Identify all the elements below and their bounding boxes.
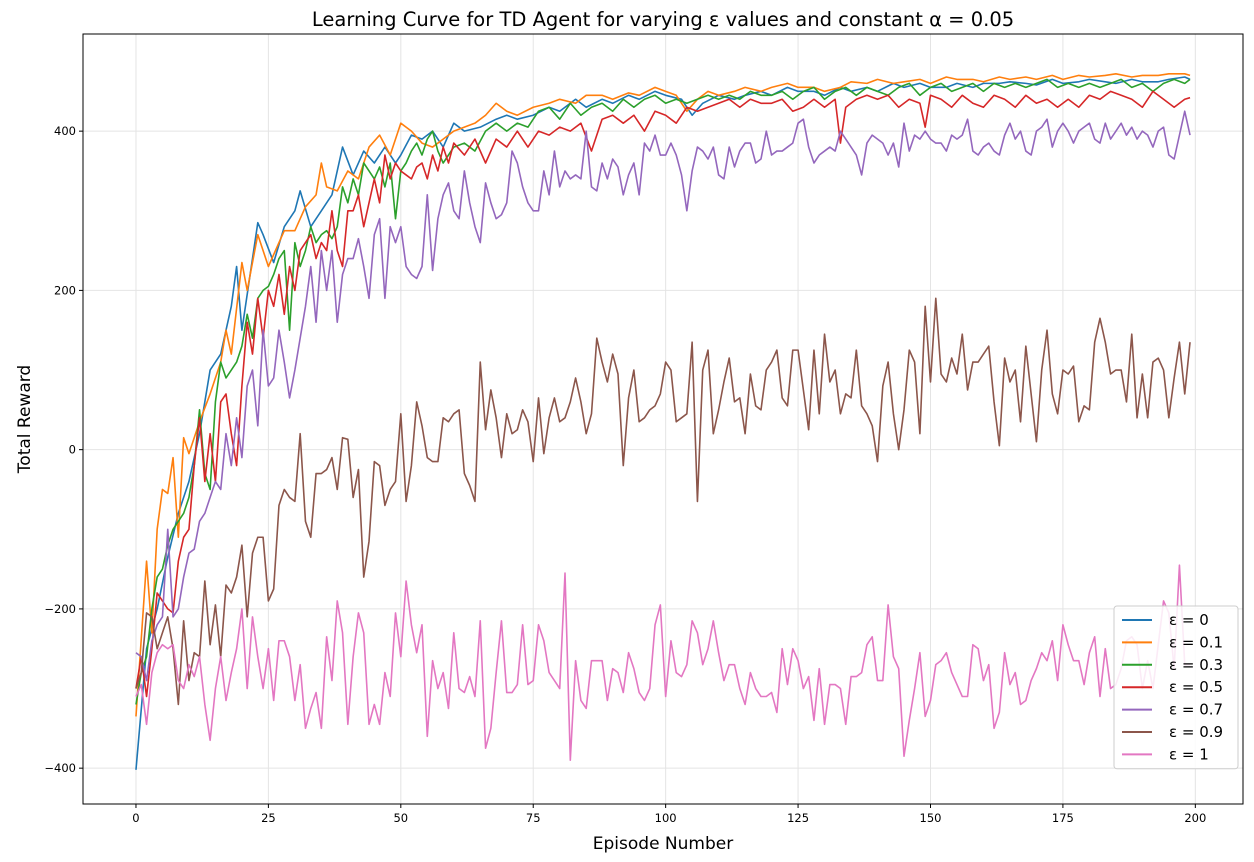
x-tick-label: 0 [132,811,139,825]
series-line [135,297,1191,706]
legend-label: ε = 0 [1169,611,1209,629]
legend-label: ε = 0.9 [1169,723,1223,741]
series-line [135,564,1191,761]
x-tick-label: 75 [526,811,541,825]
legend-label: ε = 0.1 [1169,633,1223,651]
axis-ticks: 0 25 50 75 100 125 150 175 200 −400 −200 0 200 400 [44,124,1206,825]
x-tick-label: 175 [1052,811,1074,825]
plot-frame [82,33,1244,805]
chart-title: Learning Curve for TD Agent for varying … [312,8,1014,31]
y-tick-label: 400 [54,124,76,138]
legend: ε = 0 ε = 0.1 ε = 0.3 ε = 0.5 ε = 0.7 ε = 0.9… [1113,605,1239,770]
x-tick-label: 125 [787,811,809,825]
y-tick-label: −400 [44,761,76,775]
x-tick-label: 50 [393,811,408,825]
x-tick-label: 150 [920,811,942,825]
x-tick-label: 100 [655,811,677,825]
series-line [135,73,1191,717]
y-tick-label: 0 [69,443,76,457]
x-tick-label: 25 [261,811,276,825]
y-tick-label: −200 [44,602,76,616]
series-line [135,78,1191,705]
legend-label: ε = 0.3 [1169,656,1223,674]
y-tick-label: 200 [54,283,76,297]
y-axis-label: Total Reward [15,365,35,474]
legend-label: ε = 0.7 [1169,701,1223,719]
series-line [135,90,1191,698]
legend-label: ε = 0.5 [1169,678,1223,696]
series-layer [135,73,1191,770]
legend-box [1113,605,1239,770]
x-axis-label: Episode Number [593,834,733,854]
legend-label: ε = 1 [1169,745,1209,763]
x-tick-label: 200 [1184,811,1206,825]
series-line [135,110,1191,682]
